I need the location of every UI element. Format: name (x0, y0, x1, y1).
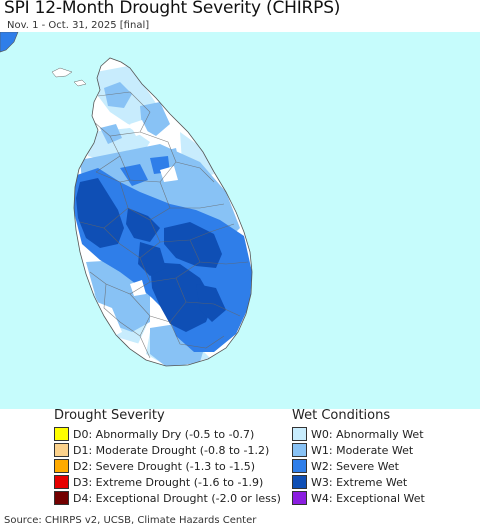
wet-legend-heading: Wet Conditions (292, 408, 391, 423)
legend-swatch-w3 (292, 475, 307, 489)
legend-swatch-d0 (54, 427, 69, 441)
district-borders (79, 91, 249, 359)
legend-label-d1: D1: Moderate Drought (-0.8 to -1.2) (73, 443, 270, 457)
legend-label-w0: W0: Abnormally Wet (311, 427, 424, 441)
legend-label-d4: D4: Exceptional Drought (-2.0 or less) (73, 491, 281, 505)
legend-item-w2: W2: Severe Wet (292, 458, 480, 474)
drought-legend-heading: Drought Severity (54, 408, 165, 423)
legend-label-w3: W3: Extreme Wet (311, 475, 408, 489)
legend-item-w0: W0: Abnormally Wet (292, 426, 480, 442)
legend-label-d2: D2: Severe Drought (-1.3 to -1.5) (73, 459, 256, 473)
legend-item-d0: D0: Abnormally Dry (-0.5 to -0.7) (54, 426, 289, 442)
legend-label-w2: W2: Severe Wet (311, 459, 399, 473)
legend-swatch-w4 (292, 491, 307, 505)
legend-label-d0: D0: Abnormally Dry (-0.5 to -0.7) (73, 427, 255, 441)
legend-item-d4: D4: Exceptional Drought (-2.0 or less) (54, 490, 289, 506)
legend-swatch-d4 (54, 491, 69, 505)
legend-swatch-w0 (292, 427, 307, 441)
wet-w3-zones (76, 178, 226, 332)
drought-map (0, 32, 480, 409)
legend-swatch-w2 (292, 459, 307, 473)
legend-item-d2: D2: Severe Drought (-1.3 to -1.5) (54, 458, 289, 474)
legend-swatch-d2 (54, 459, 69, 473)
legend-item-w4: W4: Exceptional Wet (292, 490, 480, 506)
legend-swatch-d1 (54, 443, 69, 457)
map-title: SPI 12-Month Drought Severity (CHIRPS) (4, 0, 341, 18)
legend-item-w1: W1: Moderate Wet (292, 442, 480, 458)
india-coast (0, 32, 19, 53)
drought-legend: Drought Severity D0: Abnormally Dry (-0.… (54, 408, 289, 506)
wet-legend: Wet Conditions W0: Abnormally Wet W1: Mo… (292, 408, 480, 506)
legend-label-w4: W4: Exceptional Wet (311, 491, 425, 505)
map-subtitle: Nov. 1 - Oct. 31, 2025 [final] (7, 20, 150, 31)
legend-item-d3: D3: Extreme Drought (-1.6 to -1.9) (54, 474, 289, 490)
legend-item-d1: D1: Moderate Drought (-0.8 to -1.2) (54, 442, 289, 458)
legend-item-w3: W3: Extreme Wet (292, 474, 480, 490)
legend-label-w1: W1: Moderate Wet (311, 443, 414, 457)
legend-swatch-w1 (292, 443, 307, 457)
ocean (0, 32, 480, 409)
legend-swatch-d3 (54, 475, 69, 489)
legend-label-d3: D3: Extreme Drought (-1.6 to -1.9) (73, 475, 264, 489)
source-credit: Source: CHIRPS v2, UCSB, Climate Hazards… (4, 515, 257, 526)
